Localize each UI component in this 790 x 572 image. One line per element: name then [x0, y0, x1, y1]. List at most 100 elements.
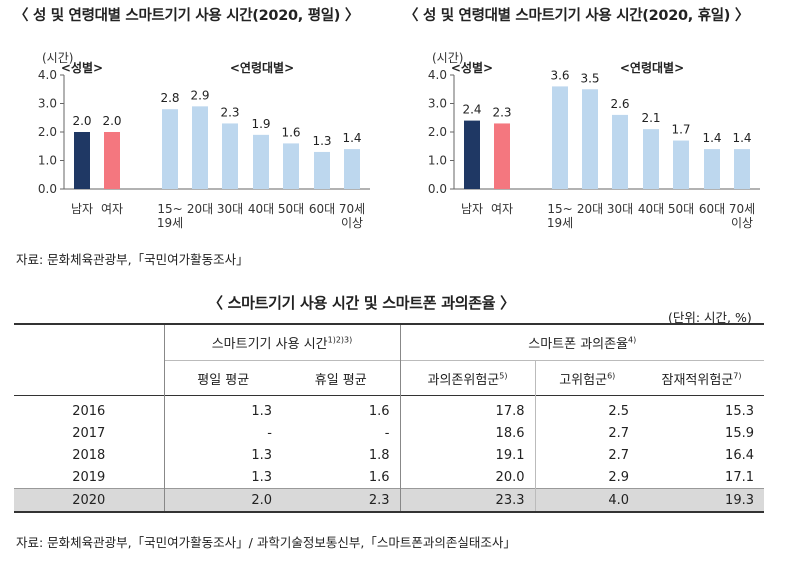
row-potential: 19.3 — [639, 488, 764, 512]
y-tick-label: 3.0 — [428, 97, 447, 111]
row-weekday: - — [163, 422, 282, 444]
bar — [704, 149, 720, 189]
x-tick-label: 여자 — [491, 202, 513, 216]
header-potential-risk: 잠재적위험군7) — [639, 360, 764, 396]
y-tick-label: 0.0 — [428, 182, 447, 196]
x-tick-label: 20대 — [187, 202, 213, 216]
header-high-risk-sup: 6) — [607, 371, 616, 381]
header-weekday: 평일 평균 — [163, 360, 282, 396]
x-tick-label: 15~ — [157, 202, 182, 216]
table-row: 2016 1.3 1.6 17.8 2.5 15.3 — [14, 400, 764, 422]
table-row: 2019 1.3 1.6 20.0 2.9 17.1 — [14, 466, 764, 489]
header-device-usage-label: 스마트기기 사용 시간 — [211, 337, 328, 352]
x-tick-label: 50대 — [668, 202, 694, 216]
y-tick-label: 1.0 — [38, 154, 57, 168]
table-row-highlight: 2020 2.0 2.3 23.3 4.0 19.3 — [14, 488, 764, 512]
bar — [673, 140, 689, 189]
group-label: <연령대별> — [620, 60, 684, 75]
header-risk-label: 과의존위험군 — [427, 372, 500, 388]
bar — [283, 143, 299, 189]
bar-value-label: 1.9 — [251, 117, 270, 131]
row-risk: 17.8 — [399, 400, 535, 422]
bar-value-label: 3.5 — [580, 71, 599, 85]
bar — [582, 89, 598, 189]
row-risk: 20.0 — [399, 466, 535, 489]
y-tick-label: 3.0 — [38, 97, 57, 111]
header-overdependence: 스마트폰 과의존율4) — [399, 324, 764, 361]
row-high: 2.5 — [534, 400, 639, 422]
row-weekday: 1.3 — [163, 444, 282, 466]
header-risk-sup: 5) — [499, 371, 508, 381]
bar — [104, 132, 120, 189]
table-title: 〈 스마트기기 사용 시간 및 스마트폰 과의존율 〉 — [208, 294, 515, 312]
header-blank-2 — [14, 361, 164, 396]
x-tick-label: 60대 — [309, 202, 335, 216]
row-risk: 19.1 — [399, 444, 535, 466]
bar-value-label: 2.1 — [641, 111, 660, 125]
bar-value-label: 1.4 — [702, 131, 721, 145]
bar-value-label: 2.6 — [610, 97, 629, 111]
right-bar-chart: (시간) 0.0 1.0 2.0 3.0 4.0 <성별> <연령대별> 2.4 남자 2.3 여자 3… — [428, 51, 760, 230]
bar — [344, 149, 360, 189]
row-year: 2018 — [72, 447, 106, 463]
row-potential: 16.4 — [725, 447, 754, 463]
x-tick-label: 30대 — [607, 202, 633, 216]
bar-value-label: 2.3 — [220, 105, 239, 119]
row-holiday: 1.6 — [368, 469, 390, 485]
bar — [494, 123, 510, 189]
bar-value-label: 2.9 — [190, 88, 209, 102]
header-high-risk-label: 고위험군 — [559, 372, 608, 388]
header-high-risk: 고위험군6) — [534, 360, 639, 396]
table-spacer — [14, 395, 764, 400]
y-axis-title: (시간) — [432, 51, 463, 65]
y-tick-label: 1.0 — [428, 154, 447, 168]
x-tick-label: 70세 — [339, 202, 365, 216]
row-high: 2.9 — [534, 466, 639, 489]
bar-value-label: 1.4 — [732, 131, 751, 145]
bar — [552, 86, 568, 189]
stats-table: 스마트기기 사용 시간1)2)3) 스마트폰 과의존율4) 평일 평균 휴일 평… — [14, 323, 764, 513]
table-row: 2018 1.3 1.8 19.1 2.7 16.4 — [14, 444, 764, 466]
row-weekday: 2.0 — [163, 488, 282, 512]
bar — [192, 106, 208, 189]
header-overdependence-sup: 4) — [628, 335, 637, 345]
x-tick-label: 50대 — [278, 202, 304, 216]
row-high: 2.7 — [534, 444, 639, 466]
header-holiday: 휴일 평균 — [282, 360, 400, 396]
x-tick-label: 이상 — [341, 216, 363, 230]
x-tick-label: 30대 — [217, 202, 243, 216]
header-device-usage: 스마트기기 사용 시간1)2)3) — [163, 324, 400, 361]
bar — [464, 120, 480, 189]
x-tick-label: 남자 — [71, 202, 93, 216]
x-tick-label: 20대 — [577, 202, 603, 216]
y-axis-title: (시간) — [42, 51, 73, 65]
bar — [314, 151, 330, 189]
x-tick-label: 이상 — [731, 216, 753, 230]
table-header-row-1: 스마트기기 사용 시간1)2)3) 스마트폰 과의존율4) — [14, 324, 764, 361]
x-tick-label: 여자 — [101, 202, 123, 216]
row-holiday: 1.8 — [368, 447, 390, 463]
table-row: 2017 - - 18.6 2.7 15.9 — [14, 422, 764, 444]
row-holiday: 1.6 — [368, 403, 390, 419]
bar-value-label: 1.3 — [312, 134, 331, 148]
row-year: 2020 — [14, 488, 164, 512]
row-weekday: 1.3 — [163, 466, 282, 489]
row-risk: 23.3 — [399, 488, 535, 512]
row-weekday: 1.3 — [163, 400, 282, 422]
row-potential: 15.9 — [725, 425, 754, 441]
table-unit: (단위: 시간, %) — [668, 310, 752, 325]
row-potential: 15.3 — [725, 403, 754, 419]
bar-value-label: 1.4 — [342, 131, 361, 145]
row-holiday: - — [384, 425, 390, 441]
y-tick-label: 4.0 — [428, 68, 447, 82]
left-bar-chart: (시간) 0.0 1.0 2.0 3.0 4.0 <성별> <연령대별> 2.0 남자 2.0 여자 2… — [38, 51, 370, 230]
table-header-row-2: 평일 평균 휴일 평균 과의존위험군5) 고위험군6) 잠재적위험군7) — [14, 360, 764, 396]
bar — [222, 123, 238, 189]
x-tick-label: 19세 — [157, 216, 183, 230]
row-year: 2016 — [72, 403, 106, 419]
row-high: 2.7 — [534, 422, 639, 444]
x-tick-label: 15~ — [547, 202, 572, 216]
bar-value-label: 2.4 — [462, 103, 481, 117]
row-year: 2019 — [72, 469, 106, 485]
row-risk: 18.6 — [399, 422, 535, 444]
